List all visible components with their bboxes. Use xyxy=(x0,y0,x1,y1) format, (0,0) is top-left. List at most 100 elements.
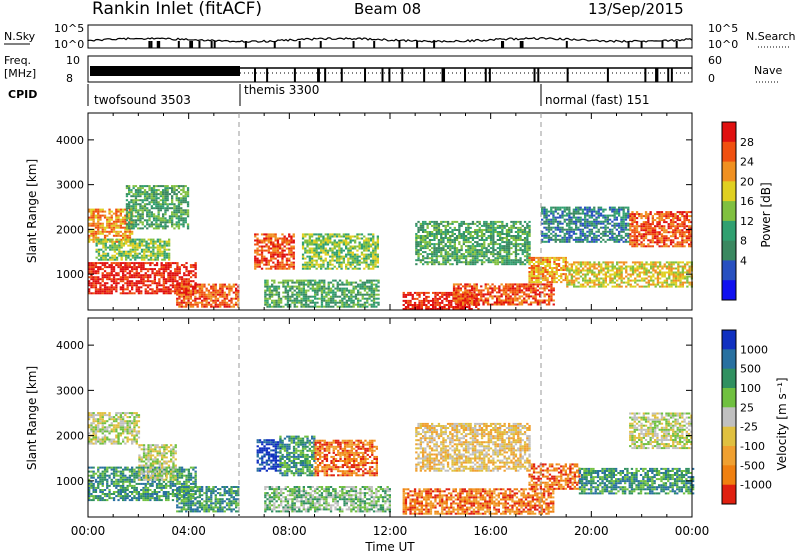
echo-cell xyxy=(131,286,134,289)
echo-cell xyxy=(459,289,462,292)
echo-cell xyxy=(469,231,472,233)
echo-cell xyxy=(152,193,156,196)
echo-cell xyxy=(370,305,373,308)
echo-cell xyxy=(539,287,542,290)
echo-cell xyxy=(359,291,362,294)
echo-cell xyxy=(575,273,578,276)
echo-cell xyxy=(272,255,275,258)
echo-cell xyxy=(128,282,132,285)
echo-cell xyxy=(185,301,188,304)
echo-cell xyxy=(342,259,345,262)
echo-cell xyxy=(178,268,181,271)
echo-cell xyxy=(302,281,305,284)
echo-cell xyxy=(301,235,305,238)
echo-cell xyxy=(115,272,118,275)
echo-cell xyxy=(466,301,469,304)
echo-cell xyxy=(285,247,289,250)
echo-cell xyxy=(214,289,217,292)
echo-cell xyxy=(308,233,311,236)
echo-cell xyxy=(375,285,378,288)
echo-cell xyxy=(492,233,495,235)
echo-cell xyxy=(307,283,310,286)
echo-cell xyxy=(345,235,348,238)
echo-cell xyxy=(320,251,323,254)
echo-cell xyxy=(264,285,267,288)
echo-cell xyxy=(271,301,274,304)
echo-cell xyxy=(285,239,289,242)
echo-cell xyxy=(453,245,456,248)
echo-cell xyxy=(150,207,153,210)
echo-cell xyxy=(124,240,127,243)
echo-cell xyxy=(489,239,493,241)
echo-cell xyxy=(609,261,612,264)
echo-cell xyxy=(285,259,289,262)
echo-cell xyxy=(418,295,421,298)
echo-cell xyxy=(320,303,324,306)
echo-cell xyxy=(122,272,125,275)
echo-cell xyxy=(449,226,452,229)
echo-cell xyxy=(122,238,125,241)
echo-cell xyxy=(537,269,540,271)
echo-cell xyxy=(110,264,113,267)
echo-cell xyxy=(514,283,517,286)
echo-cell xyxy=(285,257,289,260)
echo-cell xyxy=(452,297,456,300)
echo-cell xyxy=(134,221,138,224)
echo-cell xyxy=(99,232,102,235)
echo-cell xyxy=(347,247,350,250)
echo-cell xyxy=(356,233,359,236)
echo-cell xyxy=(551,275,554,278)
echo-cell xyxy=(90,214,93,217)
echo-cell xyxy=(591,263,594,266)
echo-cell xyxy=(526,249,529,252)
echo-cell xyxy=(228,293,231,296)
echo-cell xyxy=(173,227,176,230)
echo-cell xyxy=(280,301,283,304)
echo-cell xyxy=(604,261,607,264)
echo-cell xyxy=(210,297,213,300)
echo-cell xyxy=(214,293,217,296)
echo-cell xyxy=(100,248,103,251)
echo-cell xyxy=(97,268,100,271)
echo-cell xyxy=(221,283,224,286)
echo-cell xyxy=(656,265,660,268)
echo-cell xyxy=(456,306,460,308)
echo-cell xyxy=(591,271,594,274)
echo-cell xyxy=(577,267,580,270)
echo-cell xyxy=(124,214,127,217)
echo-cell xyxy=(225,295,229,298)
echo-cell xyxy=(363,283,367,286)
echo-cell xyxy=(469,237,472,239)
echo-cell xyxy=(541,287,544,290)
echo-cell xyxy=(219,289,222,292)
echo-cell xyxy=(570,275,573,278)
echo-cell xyxy=(499,235,502,237)
echo-cell xyxy=(457,291,460,294)
echo-cell xyxy=(647,279,650,282)
echo-cell xyxy=(460,249,463,252)
echo-cell xyxy=(97,278,100,281)
echo-cell xyxy=(342,233,345,236)
echo-cell xyxy=(102,246,105,249)
echo-cell xyxy=(475,303,478,306)
echo-cell xyxy=(508,229,511,231)
echo-cell xyxy=(292,267,295,270)
echo-cell xyxy=(433,251,436,254)
echo-cell xyxy=(268,289,271,292)
echo-cell xyxy=(345,255,348,258)
echo-cell xyxy=(325,295,328,298)
echo-cell xyxy=(536,299,539,302)
echo-cell xyxy=(92,234,95,237)
echo-cell xyxy=(363,255,366,258)
echo-cell xyxy=(281,259,284,262)
echo-cell xyxy=(95,248,98,251)
echo-cell xyxy=(606,275,610,278)
echo-cell xyxy=(467,249,470,252)
echo-cell xyxy=(487,245,490,248)
echo-cell xyxy=(367,239,370,242)
echo-cell xyxy=(99,224,102,227)
echo-cell xyxy=(366,293,369,296)
echo-cell xyxy=(329,305,333,308)
echo-cell xyxy=(288,239,291,242)
echo-cell xyxy=(152,213,156,216)
